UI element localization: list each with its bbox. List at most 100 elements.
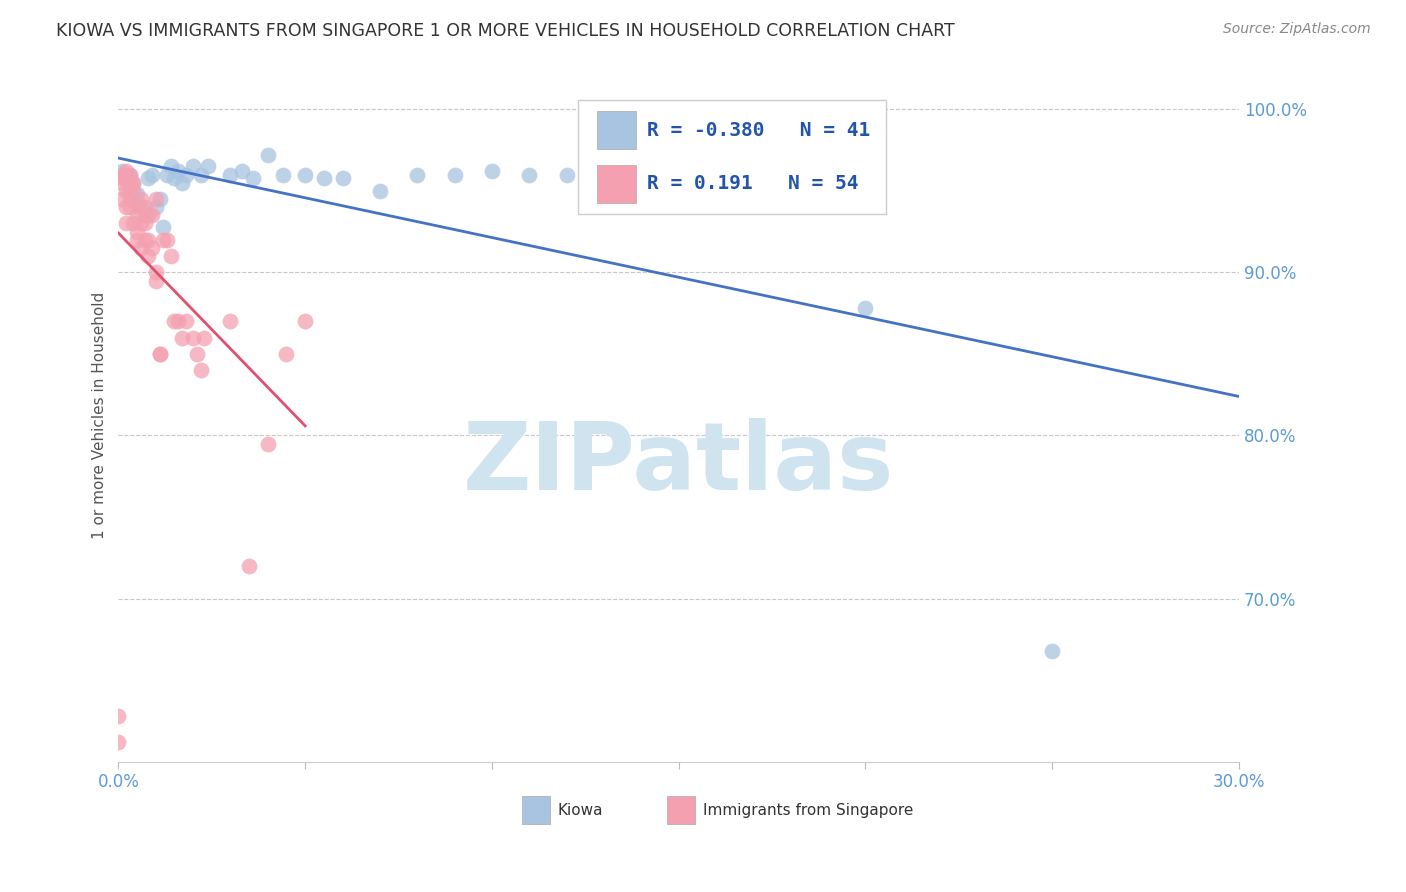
Point [141, 168, 163, 182]
Point [193, 331, 215, 345]
Point [159, 160, 181, 174]
Point [136, 249, 159, 263]
Bar [668, 797, 696, 824]
Bar [596, 165, 636, 202]
Point [174, 168, 197, 182]
Point [127, 200, 149, 214]
Point [231, 164, 253, 178]
Point [167, 314, 190, 328]
Point [163, 170, 186, 185]
Point [115, 168, 138, 182]
Point [152, 219, 174, 234]
Text: R = -0.380   N = 41: R = -0.380 N = 41 [647, 120, 870, 139]
Point [118, 200, 141, 214]
Point [129, 217, 152, 231]
Point [115, 164, 138, 178]
Point [481, 164, 503, 178]
Point [134, 233, 156, 247]
Point [312, 170, 335, 185]
Point [406, 168, 429, 182]
Bar [522, 797, 550, 824]
Bar [596, 111, 636, 149]
Point [111, 164, 134, 178]
Point [152, 233, 174, 247]
Point [122, 176, 145, 190]
Point [163, 314, 186, 328]
Point [294, 314, 316, 328]
Point [170, 176, 193, 190]
Point [127, 197, 149, 211]
Point [219, 314, 242, 328]
Point [107, 709, 129, 723]
Point [170, 331, 193, 345]
Point [129, 200, 152, 214]
Point [115, 200, 138, 214]
Point [167, 164, 190, 178]
Point [145, 274, 167, 288]
Point [242, 170, 264, 185]
Point [148, 347, 170, 361]
Point [181, 331, 204, 345]
Point [186, 347, 208, 361]
Point [129, 192, 152, 206]
Point [148, 347, 170, 361]
Point [107, 735, 129, 749]
Point [111, 168, 134, 182]
Text: Immigrants from Singapore: Immigrants from Singapore [703, 803, 914, 818]
Point [294, 168, 316, 182]
Point [141, 241, 163, 255]
Point [1040, 644, 1063, 658]
Point [134, 217, 156, 231]
Point [115, 184, 138, 198]
Point [256, 148, 278, 162]
Point [118, 168, 141, 182]
Point [148, 192, 170, 206]
Point [332, 170, 354, 185]
Point [668, 168, 690, 182]
Point [368, 184, 391, 198]
Point [190, 363, 212, 377]
Point [136, 233, 159, 247]
Point [122, 217, 145, 231]
Point [122, 184, 145, 198]
Point [134, 200, 156, 214]
Point [181, 160, 204, 174]
Point [555, 168, 578, 182]
Point [118, 176, 141, 190]
Point [517, 168, 540, 182]
Point [136, 170, 159, 185]
Point [115, 217, 138, 231]
Point [145, 200, 167, 214]
Text: R = 0.191   N = 54: R = 0.191 N = 54 [647, 174, 859, 194]
FancyBboxPatch shape [578, 100, 886, 214]
Point [238, 558, 260, 573]
Point [118, 184, 141, 198]
Point [271, 168, 294, 182]
Point [256, 436, 278, 450]
Y-axis label: 1 or more Vehicles in Household: 1 or more Vehicles in Household [93, 292, 107, 539]
Point [156, 233, 179, 247]
Point [127, 233, 149, 247]
Point [111, 192, 134, 206]
Point [219, 168, 242, 182]
Text: KIOWA VS IMMIGRANTS FROM SINGAPORE 1 OR MORE VEHICLES IN HOUSEHOLD CORRELATION C: KIOWA VS IMMIGRANTS FROM SINGAPORE 1 OR … [56, 22, 955, 40]
Point [127, 187, 149, 202]
Point [118, 168, 141, 182]
Point [122, 176, 145, 190]
Point [443, 168, 465, 182]
Point [127, 208, 149, 222]
Point [111, 176, 134, 190]
Point [111, 170, 134, 185]
Point [134, 208, 156, 222]
Point [145, 265, 167, 279]
Text: ZIPatlas: ZIPatlas [463, 417, 894, 509]
Point [159, 249, 181, 263]
Point [156, 168, 179, 182]
Point [129, 241, 152, 255]
Point [115, 170, 138, 185]
Text: Kiowa: Kiowa [558, 803, 603, 818]
Point [190, 168, 212, 182]
Text: Source: ZipAtlas.com: Source: ZipAtlas.com [1223, 22, 1371, 37]
Point [127, 225, 149, 239]
Point [145, 192, 167, 206]
